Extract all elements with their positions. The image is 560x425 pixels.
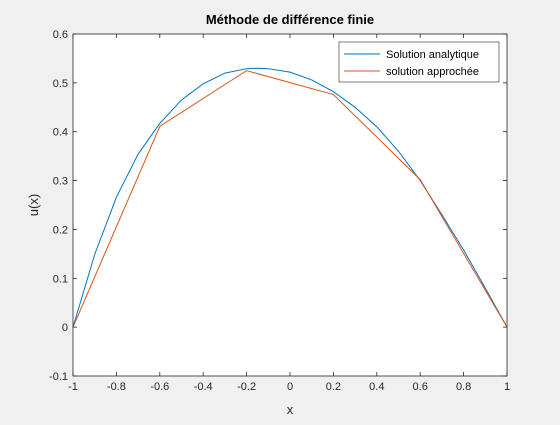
x-tick-label: -0.2 (237, 381, 256, 393)
plot-area (73, 34, 507, 376)
legend: Solution analytique solution approchée (338, 41, 500, 83)
y-tick-label: -0.1 (49, 371, 68, 383)
x-tick-label: 0.6 (413, 381, 428, 393)
y-tick-label: 0.6 (53, 29, 68, 41)
y-tick-label: 0.3 (53, 176, 68, 188)
axis-ticks: -1 -0.8 -0.6 -0.4 -0.2 0 0.2 0.4 0.6 0.8 1 -0.1 0 0.1… (49, 29, 510, 393)
series-layer (72, 67, 508, 328)
y-tick-label: 0 (62, 322, 68, 334)
x-tick-label: -1 (68, 381, 78, 393)
x-tick-label: 0.2 (326, 381, 341, 393)
axes-box (72, 33, 508, 377)
x-tick-label: 0.8 (456, 381, 471, 393)
x-axis-label: x (287, 402, 294, 417)
x-tick-label: 0 (287, 381, 293, 393)
y-tick-label: 0.2 (53, 224, 68, 236)
y-axis-label: u(x) (26, 194, 41, 216)
x-tick-label: -0.8 (107, 381, 126, 393)
y-tick-label: 0.5 (53, 78, 68, 90)
legend-label-series-1: Solution analytique (386, 49, 479, 61)
y-tick-label: 0.1 (53, 273, 68, 285)
x-tick-label: -0.6 (150, 381, 169, 393)
series-line-2 (72, 70, 508, 328)
x-tick-label: -0.4 (194, 381, 213, 393)
legend-box (338, 41, 500, 83)
x-tick-label: 0.4 (369, 381, 384, 393)
legend-label-series-2: solution approchée (386, 66, 479, 78)
x-tick-label: 1 (504, 381, 510, 393)
y-tick-label: 0.4 (53, 127, 68, 139)
chart-title: Méthode de différence finie (206, 12, 374, 27)
